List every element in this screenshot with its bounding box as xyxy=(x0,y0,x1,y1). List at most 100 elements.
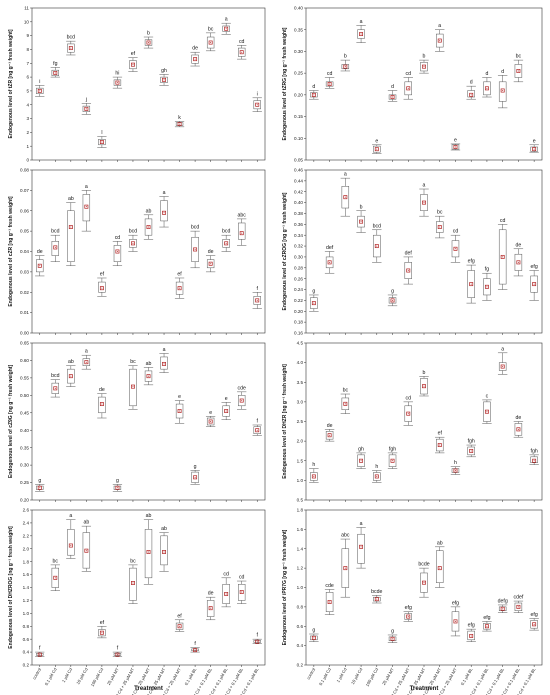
significance-letter: cde xyxy=(238,385,246,391)
x-tick-label: 10 µM Cd xyxy=(75,666,89,685)
significance-letter: de xyxy=(516,415,522,421)
significance-letter: abc xyxy=(238,212,247,218)
significance-letter: h xyxy=(454,460,457,466)
mean-dot xyxy=(70,47,72,49)
y-tick-label: 0.30 xyxy=(294,255,303,260)
box-13: e xyxy=(221,396,231,502)
mean-marker xyxy=(53,575,58,580)
box-10: ef xyxy=(174,613,185,667)
y-tick-label: 2.2 xyxy=(23,533,30,538)
y-tick-label: 0.2 xyxy=(23,663,30,668)
box-6: cd xyxy=(112,235,123,335)
significance-letter: f xyxy=(39,646,41,652)
mean-marker xyxy=(162,361,166,366)
mean-marker xyxy=(37,263,42,268)
significance-letter: cd xyxy=(500,218,506,224)
mean-dot xyxy=(407,87,409,89)
mean-marker xyxy=(390,298,395,303)
y-tick-label: 0.08 xyxy=(20,168,29,173)
mean-marker xyxy=(343,195,348,200)
mean-dot xyxy=(376,148,378,150)
y-tick-label: 0.34 xyxy=(294,233,303,238)
mean-marker xyxy=(146,550,151,554)
box-7: cd xyxy=(403,395,413,502)
x-tick-label: 100 µM Cd xyxy=(365,666,380,687)
box-7: bc xyxy=(128,359,138,502)
mean-marker xyxy=(208,261,213,266)
box-13: bcd xyxy=(221,229,231,335)
y-tick-label: 0.30 xyxy=(294,49,303,54)
mean-dot xyxy=(533,623,535,625)
mean-dot xyxy=(70,375,72,377)
x-tick-label: 10 µM Cd xyxy=(350,666,364,685)
significance-letter: bcd xyxy=(191,225,199,231)
y-tick-label: 0.35 xyxy=(20,445,29,450)
box-13: a xyxy=(497,346,508,502)
box-3: b xyxy=(340,54,351,162)
mean-dot xyxy=(454,470,456,472)
box-1: i xyxy=(35,79,45,162)
y-tick-label: 0.26 xyxy=(294,276,303,281)
mean-marker xyxy=(327,600,332,604)
box-8: ab xyxy=(143,513,154,667)
significance-letter: b xyxy=(147,31,150,37)
significance-letter: e xyxy=(225,396,228,402)
box-14: bc xyxy=(513,54,524,162)
mean-marker xyxy=(390,458,395,463)
mean-marker xyxy=(422,200,426,205)
box-3: ab xyxy=(66,196,76,335)
mean-marker xyxy=(146,374,151,379)
box-2: def xyxy=(324,245,335,335)
y-tick-label: 1 xyxy=(26,144,29,149)
mean-marker xyxy=(208,40,213,45)
se-box xyxy=(129,368,137,407)
y-axis-label: Endogenous level of cZ9G [ng g⁻¹ fresh w… xyxy=(8,365,14,479)
mean-dot xyxy=(423,582,425,584)
significance-letter: e xyxy=(209,410,212,416)
significance-letter: cd xyxy=(223,571,229,577)
mean-dot xyxy=(256,641,258,643)
significance-letter: fgh xyxy=(468,439,475,445)
box-7: def xyxy=(403,250,413,335)
y-tick-label: 1.0 xyxy=(297,585,304,590)
y-tick-label: 0.32 xyxy=(294,244,303,249)
mean-dot xyxy=(502,256,504,258)
mean-marker xyxy=(390,95,395,99)
significance-letter: def xyxy=(405,250,413,256)
y-tick-label: 1.6 xyxy=(23,572,30,577)
significance-letter: defg xyxy=(498,598,508,604)
mean-marker xyxy=(469,633,474,638)
mean-marker xyxy=(516,604,521,609)
y-tick-label: 0.40 xyxy=(294,200,303,205)
box-10: e xyxy=(450,137,461,162)
se-box xyxy=(82,194,91,222)
box-10: efg xyxy=(450,600,461,667)
box-1: g xyxy=(309,628,319,667)
mean-marker xyxy=(500,88,505,93)
mean-marker xyxy=(255,102,260,107)
y-tick-label: 4 xyxy=(26,102,29,107)
significance-letter: efg xyxy=(405,605,412,611)
mean-dot xyxy=(423,385,425,387)
box-15: f xyxy=(252,418,262,502)
mean-marker xyxy=(84,360,89,365)
y-tick-label: 0.4 xyxy=(23,650,30,655)
significance-letter: a xyxy=(501,346,504,352)
mean-marker xyxy=(311,92,316,97)
mean-marker xyxy=(374,147,379,152)
mean-dot xyxy=(85,361,87,363)
mean-dot xyxy=(439,444,441,446)
mean-dot xyxy=(148,42,149,44)
x-tick-label: 0.1 µM BL xyxy=(184,666,198,686)
y-axis-label: Endogenous level of tZRG [ng g⁻¹ fresh w… xyxy=(282,27,288,140)
significance-letter: b xyxy=(423,54,426,60)
y-tick-label: 1.8 xyxy=(23,559,30,564)
mean-dot xyxy=(344,66,346,68)
mean-marker xyxy=(374,474,379,479)
mean-dot xyxy=(329,83,331,85)
mean-dot xyxy=(194,649,196,651)
mean-dot xyxy=(533,283,535,285)
significance-letter: a xyxy=(69,513,72,519)
box-7: cd xyxy=(403,71,413,162)
box-14: cdef xyxy=(513,595,524,667)
